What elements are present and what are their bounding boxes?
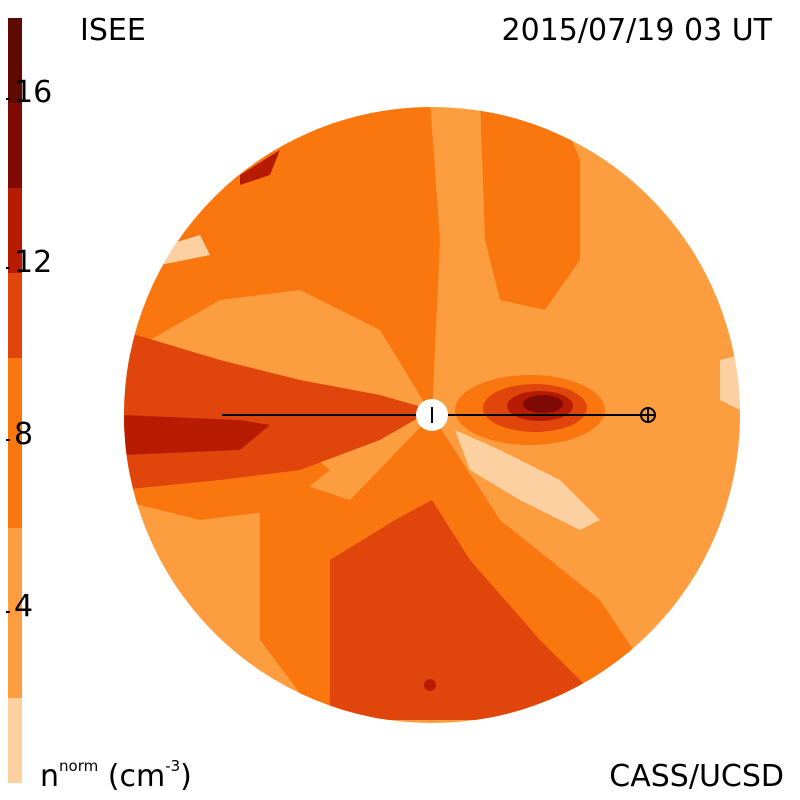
- colorbar-tick-4-mark: [6, 611, 10, 613]
- colorbar-label-unit-sup: -3: [165, 757, 181, 775]
- colorbar-tick-8: 8: [14, 417, 34, 452]
- colorbar-segment: [8, 358, 22, 528]
- level-bottom-dot: [424, 679, 436, 691]
- level-right-edge-light: [720, 355, 740, 410]
- colorbar: [8, 18, 22, 783]
- colorbar-tick-12-mark: [6, 267, 10, 269]
- colorbar-tick-16: 16: [14, 75, 53, 110]
- colorbar-label-close: ): [180, 759, 192, 794]
- colorbar-segment: [8, 528, 22, 698]
- colorbar-segment: [8, 188, 22, 273]
- timestamp-title: 2015/07/19 03 UT: [501, 13, 772, 48]
- level-top-left-spot: [240, 150, 280, 185]
- level-upper-right-streamer: [480, 107, 580, 310]
- colorbar-tick-4: 4: [14, 589, 34, 624]
- colorbar-label-main: n: [40, 759, 60, 794]
- level-bottom-lobe: [330, 500, 590, 720]
- colorbar-tick-12: 12: [14, 245, 53, 280]
- colorbar-segment: [8, 103, 22, 188]
- level-left-core: [124, 415, 270, 455]
- colorbar-tick-16-mark: [6, 98, 10, 100]
- colorbar-segment: [8, 698, 22, 783]
- colorbar-label-unit: (cm: [107, 759, 166, 794]
- colorbar-label: nnorm (cm-3): [40, 759, 192, 794]
- level-right-blob-core: [523, 395, 563, 413]
- colorbar-segment: [8, 18, 22, 103]
- level-right-light-streak: [455, 430, 600, 530]
- title-left: ISEE: [80, 13, 146, 48]
- colorbar-label-sup: norm: [59, 757, 99, 775]
- colorbar-tick-8-mark: [6, 439, 10, 441]
- credit-label: CASS/UCSD: [609, 759, 784, 794]
- colorbar-segment: [8, 273, 22, 358]
